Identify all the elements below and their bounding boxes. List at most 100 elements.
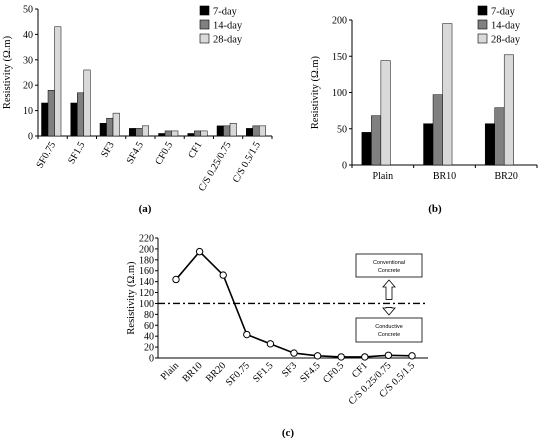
x-tick-label: SF3	[280, 360, 299, 379]
x-tick-label: CF0.5	[321, 360, 346, 385]
bar	[216, 125, 224, 137]
bar	[77, 92, 85, 137]
x-tick-label: CF0.5	[153, 140, 175, 167]
x-tick-label: SF0.75	[34, 140, 58, 170]
legend-label: 28-day	[491, 35, 521, 46]
y-tick-label: 200	[139, 244, 154, 255]
caption: (a)	[139, 203, 152, 215]
chart-b: 0 50 100 150 200 Plain BR10 BR20 Resistivity (Ω.…	[310, 5, 538, 215]
y-axis-label: Resistivity (Ω.m)	[126, 261, 137, 335]
annotation-box-conventional	[355, 253, 423, 278]
data-point	[219, 271, 227, 279]
bar	[229, 123, 237, 137]
y-tick-label: 0	[28, 132, 33, 143]
bar	[164, 130, 172, 137]
x-tick-label: SF1.5	[251, 360, 275, 384]
annotation-conductive-line2: Concrete	[378, 332, 400, 338]
bar	[200, 130, 208, 137]
annotation-conductive-line1: Conductive	[375, 324, 403, 330]
arrow-down	[382, 307, 396, 316]
bar	[83, 69, 91, 137]
y-axis-label: Resistivity (Ω.m)	[2, 35, 13, 109]
x-tick-label: Plain	[373, 171, 394, 182]
bar	[223, 125, 231, 137]
y-tick-label: 160	[139, 266, 154, 277]
x-tick-label: SF4.5	[125, 140, 146, 166]
legend-swatch	[199, 33, 210, 44]
data-point	[384, 351, 393, 359]
annotation-conventional-line1: Conventional	[373, 260, 405, 266]
y-tick-label: 40	[144, 332, 154, 343]
y-tick-label: 80	[144, 310, 154, 321]
bar	[361, 132, 372, 166]
legend-swatch	[477, 33, 488, 44]
bar	[484, 123, 495, 166]
y-tick-label: 60	[144, 321, 154, 332]
data-point	[313, 352, 322, 360]
data-point	[195, 247, 204, 256]
y-tick-label: 120	[139, 288, 154, 299]
x-tick-label: SF3	[99, 140, 117, 159]
y-tick-label: 200	[332, 16, 347, 27]
y-tick-label: 10	[23, 106, 33, 117]
y-tick-label: 100	[139, 299, 154, 310]
bar	[432, 94, 443, 166]
x-tick-label: BR20	[494, 171, 517, 182]
y-axis-label: Resistivity (Ω.m)	[310, 55, 321, 129]
y-tick-label: 20	[23, 81, 33, 92]
y-tick-label: 0	[342, 161, 347, 172]
bar	[106, 117, 114, 137]
y-tick-label: 150	[332, 52, 347, 63]
legend-label: 14-day	[491, 21, 521, 32]
x-tick-label: SF1.5	[66, 140, 87, 166]
data-point	[172, 275, 180, 284]
legend-label: 28-day	[213, 35, 243, 46]
bar	[494, 107, 505, 166]
bar	[171, 130, 179, 137]
x-tick-label: BR10	[180, 360, 204, 384]
legend-swatch	[199, 19, 210, 30]
y-tick-label: 50	[23, 5, 33, 16]
chart-a: 0 10 20 30 40 50 SF0.75 SF1.5 SF3 SF4.5 CF0.5 CF1 C/…	[2, 5, 273, 215]
bar	[47, 90, 55, 137]
legend-swatch	[477, 5, 488, 16]
bar	[252, 125, 260, 137]
arrow-up	[382, 279, 396, 300]
x-tick-label: CF1	[186, 140, 204, 160]
data-point	[361, 353, 369, 361]
caption: (b)	[428, 203, 442, 215]
bar	[259, 125, 267, 137]
y-tick-label: 100	[332, 88, 347, 99]
x-tick-label: CF1	[350, 360, 370, 380]
bar	[70, 102, 78, 137]
y-tick-label: 220	[139, 234, 154, 245]
x-tick-label: Plain	[159, 360, 181, 382]
bar	[380, 60, 391, 166]
y-tick-label: 140	[139, 277, 154, 288]
legend-label: 7-day	[213, 7, 238, 18]
bar	[423, 123, 434, 166]
bar	[371, 115, 382, 166]
annotation-conventional-line2: Concrete	[378, 268, 400, 274]
bar	[135, 128, 143, 137]
bar	[99, 123, 107, 137]
x-tick-label: SF4.5	[298, 360, 322, 384]
y-tick-label: 180	[139, 255, 154, 266]
y-tick-label: 50	[337, 124, 347, 135]
bar	[129, 128, 137, 137]
bar	[246, 128, 254, 137]
data-point	[243, 330, 251, 339]
annotation-box-conductive	[355, 317, 423, 343]
data-point	[408, 352, 416, 360]
bar	[142, 125, 150, 137]
y-tick-label: 20	[144, 343, 154, 354]
y-tick-label: 30	[23, 55, 33, 66]
caption: (c)	[282, 427, 295, 439]
legend-swatch	[477, 19, 488, 30]
bar	[442, 23, 453, 166]
x-tick-label: C/S 0.5/1.5	[231, 140, 263, 185]
legend-swatch	[199, 5, 210, 16]
bar	[187, 133, 195, 137]
